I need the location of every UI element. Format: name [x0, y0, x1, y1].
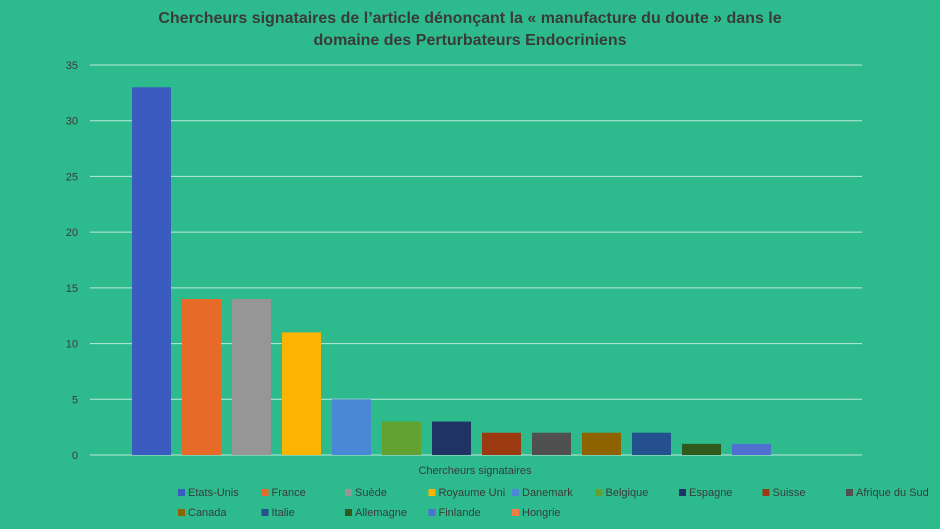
legend-item: Espagne [679, 487, 732, 499]
y-tick-label: 35 [66, 60, 78, 72]
legend-label: Etats-Unis [188, 487, 239, 499]
y-tick-label: 25 [66, 171, 78, 183]
legend-label: Espagne [689, 487, 732, 499]
bar-espagne [432, 421, 471, 455]
legend-item: France [261, 487, 306, 499]
legend: Etats-Unis France Suède Royaume Uni Danemark… [178, 487, 929, 519]
bar-danemark [332, 399, 371, 455]
legend-swatch [261, 509, 269, 516]
legend-item: Allemagne [345, 507, 407, 519]
legend-swatch [428, 489, 436, 496]
legend-swatch [428, 509, 436, 516]
legend-label: Finlande [439, 507, 481, 519]
legend-item: Etats-Unis [178, 487, 239, 499]
x-axis-label: Chercheurs signataires [418, 465, 532, 477]
legend-label: Italie [272, 507, 295, 519]
bar-su-de [232, 299, 271, 455]
chart-title-line-2: domaine des Perturbateurs Endocriniens [313, 32, 627, 49]
legend-item: Suisse [762, 487, 806, 499]
legend-item: Suède [345, 487, 387, 499]
chart-title-line-1: Chercheurs signataires de l’article déno… [158, 10, 782, 27]
bar-allemagne [682, 443, 721, 455]
legend-label: Belgique [606, 487, 649, 499]
y-tick-label: 0 [72, 450, 78, 462]
legend-item: Afrique du Sud [846, 487, 929, 499]
legend-swatch [512, 489, 519, 496]
bars [132, 87, 771, 456]
legend-label: France [272, 487, 306, 499]
legend-label: Afrique du Sud [856, 487, 929, 499]
bar-france [182, 299, 221, 455]
y-axis-ticks: 0 5 10 15 20 25 30 35 [66, 60, 78, 462]
chart-title: Chercheurs signataires de l’article déno… [0, 8, 940, 52]
legend-item: Finlande [428, 507, 481, 519]
legend-item: Hongrie [512, 507, 561, 519]
legend-label: Royaume Uni [439, 487, 506, 499]
legend-swatch [595, 489, 603, 496]
legend-swatch [345, 489, 352, 496]
legend-label: Allemagne [355, 507, 407, 519]
bar-canada [582, 432, 621, 455]
legend-item: Belgique [595, 487, 649, 499]
legend-item: Canada [178, 507, 227, 519]
y-tick-label: 5 [72, 394, 78, 406]
bar-suisse [482, 432, 521, 455]
legend-label: Danemark [522, 487, 573, 499]
y-tick-label: 20 [66, 227, 78, 239]
bar-royaume-uni [282, 332, 321, 455]
legend-label: Suède [355, 487, 387, 499]
legend-swatch [178, 489, 185, 496]
bar-finlande [732, 443, 771, 455]
legend-item: Royaume Uni [428, 487, 506, 499]
legend-item: Italie [261, 507, 295, 519]
bar-etats-unis [132, 87, 171, 456]
legend-label: Hongrie [522, 507, 561, 519]
legend-item: Danemark [512, 487, 573, 499]
legend-swatch [345, 509, 352, 516]
y-tick-label: 10 [66, 339, 78, 351]
legend-swatch [679, 489, 686, 496]
legend-swatch [846, 489, 853, 496]
legend-swatch [762, 489, 770, 496]
legend-swatch [512, 509, 519, 516]
legend-swatch [178, 509, 185, 516]
legend-label: Canada [188, 507, 227, 519]
bar-italie [632, 432, 671, 455]
bar-afrique-du-sud [532, 432, 571, 455]
y-tick-label: 15 [66, 283, 78, 295]
legend-swatch [261, 489, 269, 496]
legend-label: Suisse [773, 487, 806, 499]
y-tick-label: 30 [66, 116, 78, 128]
bar-belgique [382, 421, 421, 455]
